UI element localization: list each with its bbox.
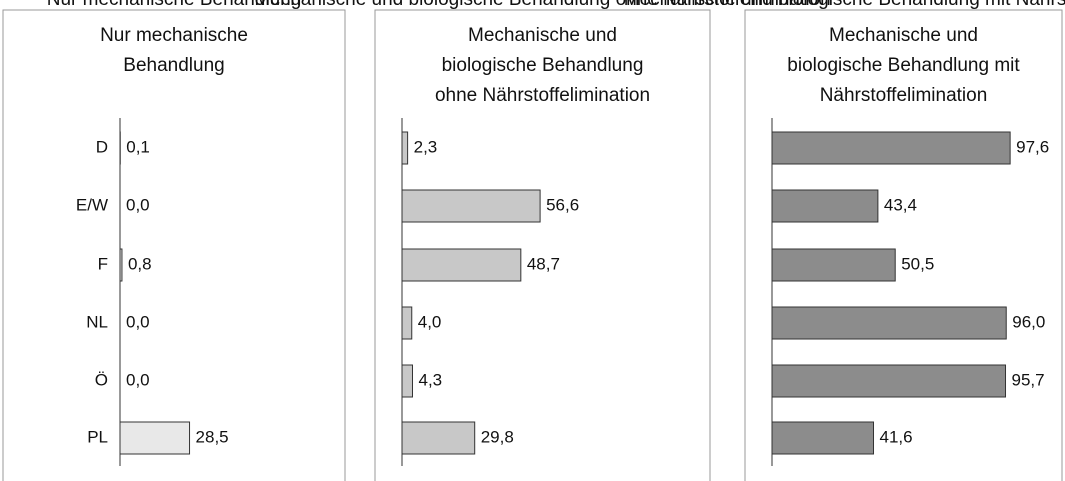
value-label: 50,5 xyxy=(901,254,934,273)
value-label: 95,7 xyxy=(1012,370,1045,389)
category-label: PL xyxy=(87,427,108,446)
value-label: 0,0 xyxy=(126,195,150,214)
bar xyxy=(771,421,875,455)
value-label: 4,0 xyxy=(418,312,442,331)
category-label: Ö xyxy=(95,370,108,389)
chart-title: Nur mechanische BehandlungNur mechanisch… xyxy=(47,0,302,76)
bar xyxy=(771,306,1007,340)
value-label: 2,3 xyxy=(414,137,438,156)
panel-frame xyxy=(744,9,1063,481)
value-label: 28,5 xyxy=(196,427,229,446)
chart-title: Mechanische und biologische Behandlung m… xyxy=(624,0,1065,106)
bar xyxy=(119,248,123,282)
bar xyxy=(401,131,409,165)
value-label: 0,0 xyxy=(126,312,150,331)
bar xyxy=(401,364,413,398)
value-label: 43,4 xyxy=(884,195,917,214)
chart-title: Mechanische und biologische Behandlung o… xyxy=(254,0,830,106)
panel-frame xyxy=(374,9,711,481)
value-label: 97,6 xyxy=(1016,137,1049,156)
value-label: 41,6 xyxy=(880,427,913,446)
bar xyxy=(401,306,413,340)
value-label: 0,1 xyxy=(126,137,150,156)
value-label: 4,3 xyxy=(418,370,442,389)
bar xyxy=(771,248,896,282)
category-label: D xyxy=(96,137,108,156)
bar xyxy=(401,421,476,455)
bar xyxy=(771,189,879,223)
bar xyxy=(401,189,541,223)
value-label: 48,7 xyxy=(527,254,560,273)
bar xyxy=(771,131,1011,165)
bar xyxy=(119,421,191,455)
bar xyxy=(401,248,522,282)
category-label: F xyxy=(98,254,108,273)
value-label: 0,0 xyxy=(126,370,150,389)
value-label: 29,8 xyxy=(481,427,514,446)
category-label: NL xyxy=(86,312,108,331)
bar xyxy=(771,364,1007,398)
panel-frame xyxy=(2,9,346,481)
category-label: E/W xyxy=(76,195,108,214)
value-label: 56,6 xyxy=(546,195,579,214)
value-label: 96,0 xyxy=(1012,312,1045,331)
value-label: 0,8 xyxy=(128,254,152,273)
